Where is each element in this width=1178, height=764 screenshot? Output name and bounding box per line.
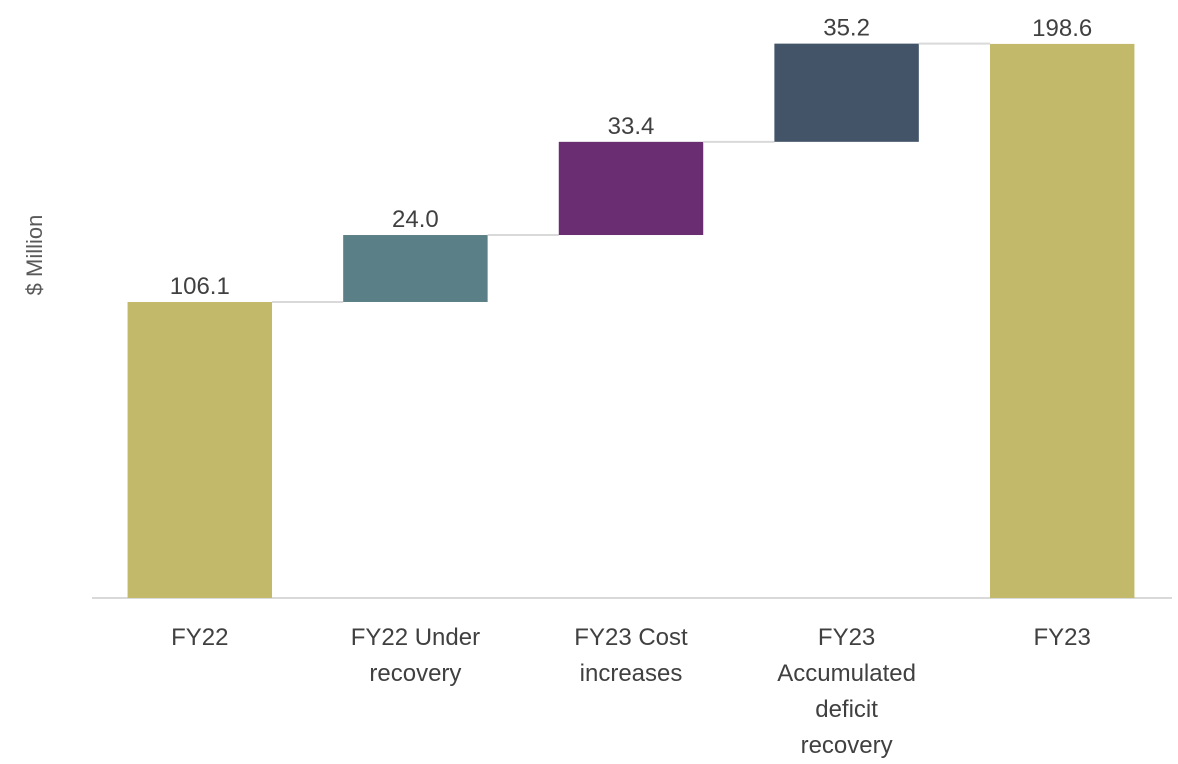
x-tick-label: FY22 Under recovery (350, 624, 481, 687)
data-label: 106.1 (170, 273, 230, 300)
data-label: 198.6 (1032, 15, 1092, 42)
y-axis-label: $ Million (22, 215, 47, 296)
data-label: 33.4 (608, 113, 655, 140)
data-label: 35.2 (823, 15, 870, 42)
x-tick-label: FY23 Cost increases (574, 624, 688, 687)
x-tick-label: FY23 Accumulated deficit recovery (777, 624, 916, 759)
bar (127, 301, 273, 598)
bar (989, 43, 1135, 598)
bar (774, 43, 919, 142)
bar (558, 141, 704, 236)
x-tick-label: FY23 (1033, 624, 1091, 651)
data-label: 24.0 (392, 206, 439, 233)
bar (343, 235, 488, 302)
x-tick-label: FY22 (171, 624, 229, 651)
